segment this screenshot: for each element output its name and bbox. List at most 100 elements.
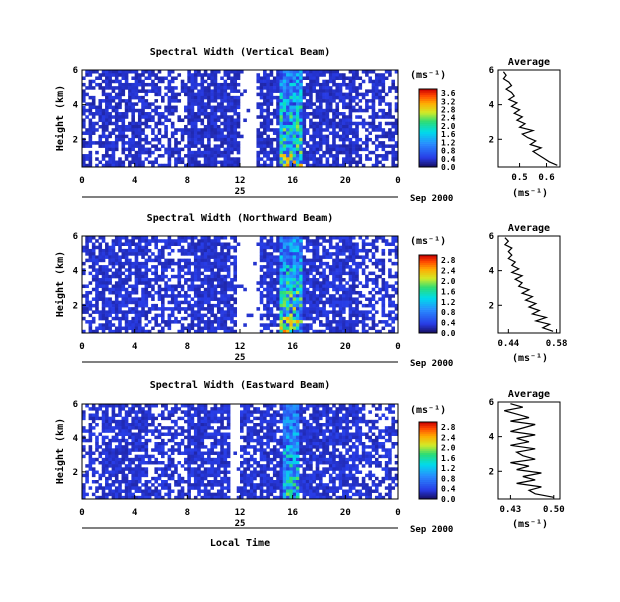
heatmap-cell bbox=[141, 281, 145, 285]
heatmap-cell bbox=[98, 407, 102, 410]
heatmap-cell bbox=[197, 249, 201, 253]
heatmap-cell bbox=[201, 320, 205, 324]
heatmap-cell bbox=[355, 89, 359, 93]
heatmap-cell bbox=[345, 151, 349, 155]
heatmap-cell bbox=[388, 297, 392, 301]
heatmap-cell bbox=[187, 76, 191, 80]
heatmap-cell bbox=[352, 252, 356, 256]
heatmap-cell bbox=[339, 148, 343, 152]
heatmap-cell bbox=[385, 291, 389, 295]
heatmap-cell bbox=[375, 144, 379, 148]
heatmap-cell bbox=[92, 262, 96, 266]
colorbar-step bbox=[419, 278, 437, 280]
heatmap-cell bbox=[171, 96, 175, 100]
heatmap-cell bbox=[233, 125, 237, 129]
heatmap-cell bbox=[158, 461, 162, 464]
heatmap-cell bbox=[135, 310, 139, 314]
heatmap-cell bbox=[270, 93, 274, 97]
heatmap-cell bbox=[326, 310, 330, 314]
heatmap-cell bbox=[145, 278, 149, 282]
heatmap-cell bbox=[204, 135, 208, 139]
heatmap-cell bbox=[138, 131, 142, 135]
heatmap-cell bbox=[270, 99, 274, 103]
heatmap-cell bbox=[309, 281, 313, 285]
heatmap-cell bbox=[168, 262, 172, 266]
heatmap-cell bbox=[191, 151, 195, 155]
heatmap-cell bbox=[349, 252, 353, 256]
heatmap-cell bbox=[322, 119, 326, 123]
heatmap-cell bbox=[316, 115, 320, 119]
heatmap-cell bbox=[230, 109, 234, 113]
heatmap-cell bbox=[299, 161, 303, 165]
heatmap-cell bbox=[141, 426, 145, 429]
heatmap-cell bbox=[352, 83, 356, 87]
heatmap-cell bbox=[161, 310, 165, 314]
heatmap-cell bbox=[210, 249, 214, 253]
heatmap-cell bbox=[339, 304, 343, 308]
heatmap-cell bbox=[335, 304, 339, 308]
heatmap-cell bbox=[319, 285, 323, 289]
heatmap-cell bbox=[355, 272, 359, 276]
heatmap-cell bbox=[303, 157, 307, 161]
heatmap-cell bbox=[108, 301, 112, 305]
heatmap-cell bbox=[306, 246, 310, 250]
heatmap-cell bbox=[125, 141, 129, 145]
heatmap-cell bbox=[141, 122, 145, 126]
heatmap-cell bbox=[194, 301, 198, 305]
heatmap-cell bbox=[161, 122, 165, 126]
heatmap-cell bbox=[355, 297, 359, 301]
heatmap-cell bbox=[339, 144, 343, 148]
heatmap-cell bbox=[210, 442, 214, 445]
heatmap-cell bbox=[378, 73, 382, 77]
heatmap-cell bbox=[335, 314, 339, 318]
heatmap-cell bbox=[316, 125, 320, 129]
heatmap-cell bbox=[102, 255, 106, 259]
heatmap-cell bbox=[382, 301, 386, 305]
heatmap-cell bbox=[174, 480, 178, 483]
heatmap-cell bbox=[122, 128, 126, 132]
heatmap-cell bbox=[237, 151, 241, 155]
heatmap-cell bbox=[92, 461, 96, 464]
heatmap-cell bbox=[335, 151, 339, 155]
heatmap-cell bbox=[141, 252, 145, 256]
heatmap-cell bbox=[280, 239, 284, 243]
heatmap-cell bbox=[276, 106, 280, 110]
heatmap-cell bbox=[135, 464, 139, 467]
heatmap-cell bbox=[309, 317, 313, 321]
heatmap-cell bbox=[207, 281, 211, 285]
heatmap-cell bbox=[128, 407, 132, 410]
heatmap-cell bbox=[359, 249, 363, 253]
heatmap-cell bbox=[145, 471, 149, 474]
heatmap-cell bbox=[319, 242, 323, 246]
heatmap-cell bbox=[263, 236, 267, 240]
heatmap-cell bbox=[102, 436, 106, 439]
heatmap-cell bbox=[207, 474, 211, 477]
heatmap-cell bbox=[138, 119, 142, 123]
heatmap-cell bbox=[220, 115, 224, 119]
heatmap-cell bbox=[280, 115, 284, 119]
heatmap-cell bbox=[355, 76, 359, 80]
heatmap-cell bbox=[286, 314, 290, 318]
heatmap-cell bbox=[207, 246, 211, 250]
heatmap-cell bbox=[375, 265, 379, 269]
heatmap-cell bbox=[145, 410, 149, 413]
heatmap-cell bbox=[349, 272, 353, 276]
heatmap-cell bbox=[89, 122, 93, 126]
heatmap-cell bbox=[131, 323, 135, 327]
heatmap-cell bbox=[135, 86, 139, 90]
heatmap-cell bbox=[125, 317, 129, 321]
heatmap-cell bbox=[217, 417, 221, 420]
heatmap-cell bbox=[85, 291, 89, 295]
heatmap-cell bbox=[293, 115, 297, 119]
heatmap-cell bbox=[270, 310, 274, 314]
heatmap-cell bbox=[151, 70, 155, 74]
heatmap-cell bbox=[138, 297, 142, 301]
colorbar-step bbox=[419, 323, 437, 325]
heatmap-cell bbox=[319, 281, 323, 285]
heatmap-cell bbox=[92, 278, 96, 282]
heatmap-cell bbox=[168, 429, 172, 432]
heatmap-cell bbox=[309, 310, 313, 314]
heatmap-cell bbox=[345, 86, 349, 90]
heatmap-cell bbox=[217, 128, 221, 132]
heatmap-cell bbox=[214, 288, 218, 292]
